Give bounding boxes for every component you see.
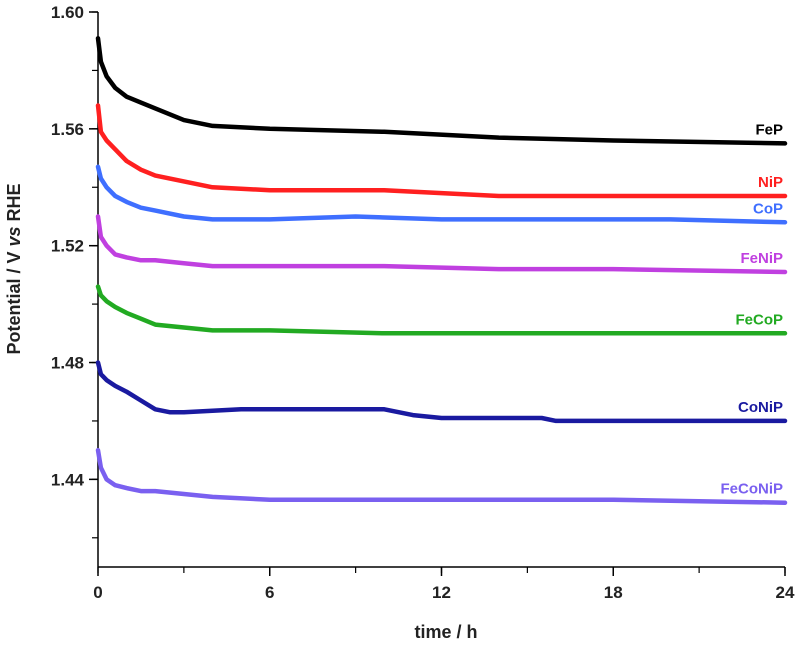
- x-tick-label: 6: [265, 583, 274, 602]
- axes-layer: 1.44 1.48 1.52 1.56 1.60 0 6 12 18 24: [51, 3, 795, 602]
- y-tick-label: 1.60: [51, 3, 84, 22]
- series-label-conip: CoNiP: [738, 399, 783, 416]
- x-tick-label: 0: [93, 583, 102, 602]
- x-tick-label: 12: [432, 583, 451, 602]
- series-label-cop: CoP: [753, 200, 783, 217]
- series-line-fep: [95, 36, 788, 146]
- y-tick-label: 1.52: [51, 237, 84, 256]
- series-label-fep: FeP: [755, 121, 783, 138]
- y-tick-label: 1.56: [51, 120, 84, 139]
- series-line-fenip: [95, 214, 788, 275]
- series-line-nip: [95, 103, 788, 199]
- series-line-fecop: [95, 284, 788, 336]
- series-label-fenip: FeNiP: [740, 250, 783, 267]
- x-tick-label: 24: [776, 583, 795, 602]
- y-tick-label: 1.44: [51, 470, 85, 489]
- series-label-fecop: FeCoP: [735, 311, 783, 328]
- x-axis-title: time / h: [414, 622, 477, 642]
- series-label-nip: NiP: [758, 174, 783, 191]
- series-line-feconip: [95, 447, 788, 505]
- series-line-cop: [95, 164, 788, 225]
- labels-layer: FeP NiP CoP FeNiP FeCoP CoNiP FeCoNiP: [720, 121, 783, 497]
- x-tick-label: 18: [604, 583, 623, 602]
- series-layer: [95, 36, 788, 505]
- series-label-feconip: FeCoNiP: [720, 481, 783, 498]
- series-line-conip: [95, 360, 788, 424]
- y-tick-label: 1.48: [51, 354, 84, 373]
- y-axis-title: Potential / V vs RHE: [4, 183, 24, 354]
